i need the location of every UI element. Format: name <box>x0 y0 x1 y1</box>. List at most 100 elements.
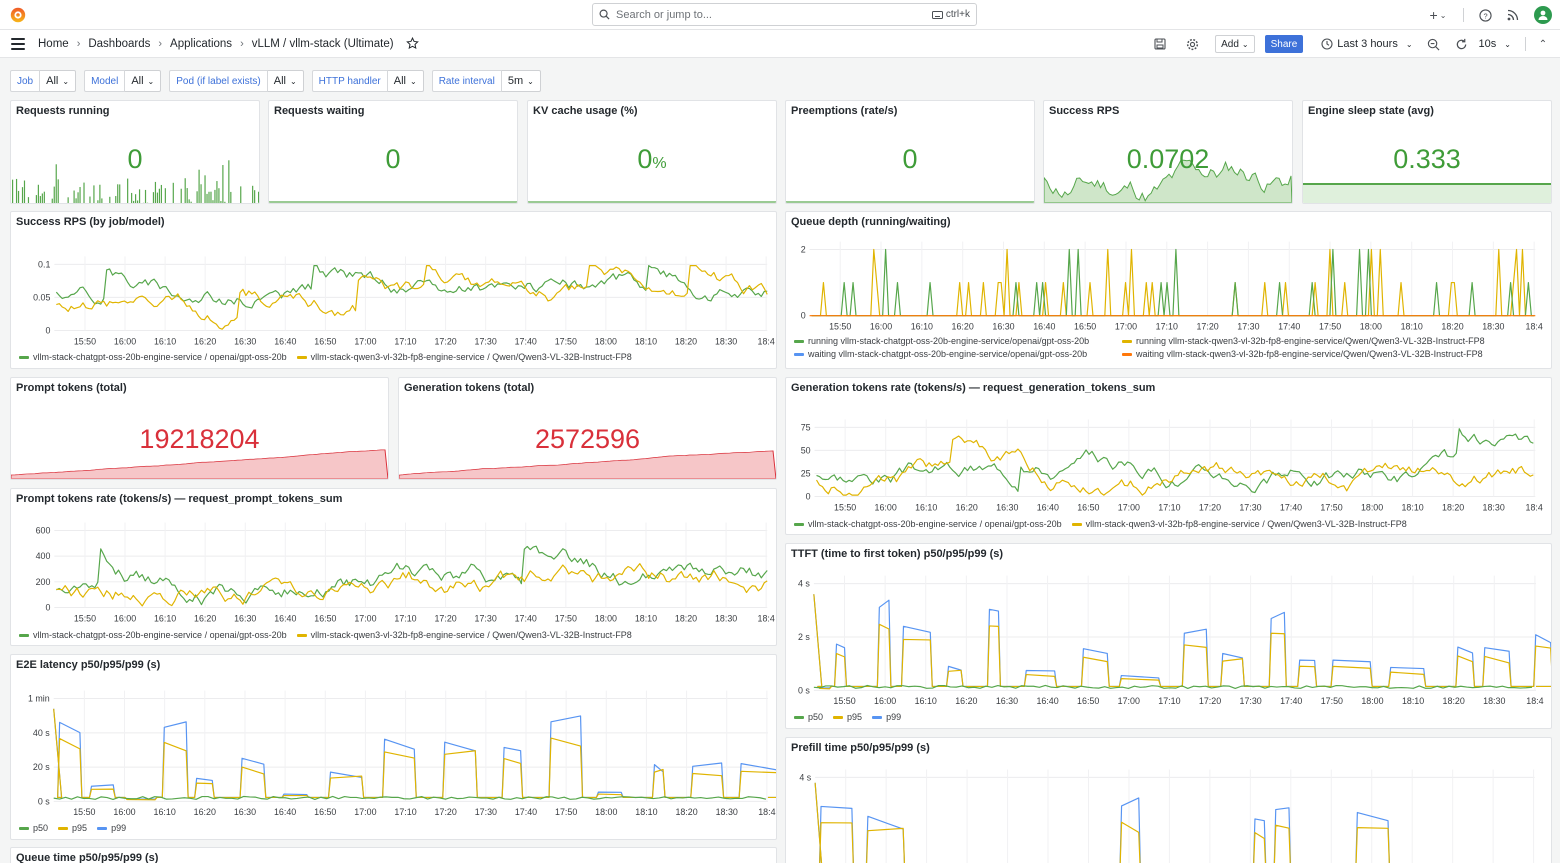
stat-panel-generation-tokens-total[interactable]: Generation tokens (total) 2572596 <box>398 377 777 480</box>
x-tick-label: 16:40 <box>274 336 296 346</box>
legend-item[interactable]: waiting vllm-stack-chatgpt-oss-20b-engin… <box>794 349 1112 359</box>
spark-bar <box>23 180 26 203</box>
spark-bar <box>73 190 75 203</box>
spark-bar <box>212 200 214 203</box>
series-yellow <box>56 563 768 607</box>
x-tick-label: 17:20 <box>435 807 457 817</box>
refresh-icon[interactable] <box>1455 37 1469 51</box>
panel-title: Preemptions (rate/s) <box>791 105 898 117</box>
timeseries-panel-queue-depth[interactable]: Queue depth (running/waiting) 2 0 15:50 16:… <box>785 211 1552 369</box>
search-icon <box>599 9 610 20</box>
x-tick-label: 17:30 <box>475 807 497 817</box>
x-tick-label: 16:20 <box>194 336 216 346</box>
add-button[interactable]: Add ⌄ <box>1215 35 1255 53</box>
grafana-logo-icon[interactable] <box>9 6 27 24</box>
collapse-up-icon[interactable]: ⌃ <box>1538 38 1548 50</box>
spark-bar <box>55 164 57 203</box>
x-tick-label: 18:20 <box>1443 696 1465 706</box>
x-tick-label: 16:30 <box>234 807 256 817</box>
breadcrumb-dashboards[interactable]: Dashboards <box>88 37 151 50</box>
share-button[interactable]: Share <box>1264 35 1304 53</box>
legend-item[interactable]: waiting vllm-stack-qwen3-vl-32b-fp8-engi… <box>1122 349 1483 359</box>
legend-item[interactable]: p50 <box>794 712 823 722</box>
spark-bar <box>11 179 14 203</box>
x-tick-label: 18:4 <box>758 613 775 623</box>
stat-panel-requests-running[interactable]: Requests running 0 <box>10 100 260 204</box>
rate-interval-select[interactable]: 5m ⌄ <box>501 70 541 92</box>
y-tick-label: 0 s <box>38 796 50 806</box>
stat-panel-engine-sleep-state[interactable]: Engine sleep state (avg) 0.333 <box>1302 100 1552 204</box>
legend-item[interactable]: running vllm-stack-qwen3-vl-32b-fp8-engi… <box>1122 336 1485 346</box>
stat-panel-preemptions[interactable]: Preemptions (rate/s) 0 <box>785 100 1035 204</box>
legend-item[interactable]: running vllm-stack-chatgpt-oss-20b-engin… <box>794 336 1112 346</box>
help-icon[interactable]: ? <box>1478 8 1492 22</box>
x-tick-label: 18:00 <box>595 613 617 623</box>
y-tick-label: 600 <box>36 525 51 535</box>
x-tick-label: 18:30 <box>715 613 737 623</box>
legend-item[interactable]: p99 <box>97 823 126 833</box>
variable-rate-interval: Rate interval 5m ⌄ <box>431 70 541 92</box>
series-p99 <box>53 708 776 800</box>
timeseries-panel-generation-tokens-rate[interactable]: Generation tokens rate (tokens/s) — requ… <box>785 377 1552 535</box>
variable-model: Model All ⌄ <box>84 70 162 92</box>
spark-bar <box>154 181 157 203</box>
timeseries-panel-success-rps[interactable]: Success RPS (by job/model) 0.1 0.05 0 15:50… <box>10 211 777 369</box>
y-tick-label: 4 s <box>799 772 811 782</box>
x-tick-label: 16:10 <box>154 613 176 623</box>
pod-select[interactable]: All ⌄ <box>267 70 304 92</box>
user-avatar[interactable] <box>1534 6 1552 24</box>
stat-panel-requests-waiting[interactable]: Requests waiting 0 <box>268 100 518 204</box>
stat-panel-kv-cache-usage[interactable]: KV cache usage (%) 0% <box>527 100 777 204</box>
time-range-picker[interactable]: Last 3 hours ⌄ <box>1321 38 1413 50</box>
x-tick-label: 17:20 <box>434 613 456 623</box>
stat-panel-success-rps[interactable]: Success RPS 0.0702 <box>1043 100 1293 204</box>
panel-title: Requests waiting <box>274 105 365 117</box>
breadcrumb-home[interactable]: Home <box>38 37 69 50</box>
refresh-interval-picker[interactable]: 10s ⌄ <box>1478 38 1511 50</box>
timeseries-panel-queue-time[interactable]: Queue time p50/p95/p99 (s) <box>10 847 777 863</box>
legend-item[interactable]: p95 <box>58 823 87 833</box>
http-handler-select[interactable]: All ⌄ <box>387 70 424 92</box>
legend-item[interactable]: p99 <box>872 712 901 722</box>
spark-bar <box>220 201 222 203</box>
search-input[interactable]: Search or jump to... ctrl+k <box>592 3 977 26</box>
x-tick-label: 18:00 <box>595 336 617 346</box>
rss-icon[interactable] <box>1506 8 1520 22</box>
dashboard-nav-bar: Home › Dashboards › Applications › vLLM … <box>0 30 1560 58</box>
x-tick-label: 16:00 <box>870 321 892 331</box>
star-icon[interactable] <box>405 37 419 50</box>
job-select[interactable]: All ⌄ <box>40 70 77 92</box>
breadcrumb-applications[interactable]: Applications <box>170 37 233 50</box>
legend-item[interactable]: vllm-stack-chatgpt-oss-20b-engine-servic… <box>19 630 287 640</box>
legend-item[interactable]: vllm-stack-qwen3-vl-32b-fp8-engine-servi… <box>296 352 632 362</box>
x-tick-label: 16:30 <box>996 502 1018 512</box>
x-tick-label: 17:30 <box>475 613 497 623</box>
zoom-out-icon[interactable] <box>1427 37 1441 51</box>
legend-item[interactable]: p95 <box>833 712 862 722</box>
timeseries-panel-e2e-latency[interactable]: E2E latency p50/p95/p99 (s) 1 min 40 s 20 … <box>10 654 777 840</box>
legend: vllm-stack-chatgpt-oss-20b-engine-servic… <box>794 519 1407 529</box>
legend-item[interactable]: vllm-stack-chatgpt-oss-20b-engine-servic… <box>794 519 1062 529</box>
plus-icon[interactable]: + ⌄ <box>1429 7 1447 23</box>
legend-item[interactable]: vllm-stack-chatgpt-oss-20b-engine-servic… <box>19 352 287 362</box>
baseline <box>786 201 1034 203</box>
legend-item[interactable]: vllm-stack-qwen3-vl-32b-fp8-engine-servi… <box>296 630 632 640</box>
model-select[interactable]: All ⌄ <box>125 70 162 92</box>
save-icon[interactable] <box>1153 37 1167 51</box>
legend: p50 p95 p99 <box>794 712 901 722</box>
x-tick-label: 17:40 <box>1278 321 1300 331</box>
spark-bar <box>79 187 81 203</box>
settings-gear-icon[interactable] <box>1185 37 1199 51</box>
spark-bar <box>89 196 91 203</box>
spark-bar <box>208 191 210 203</box>
legend-item[interactable]: p50 <box>19 823 48 833</box>
timeseries-panel-prefill-time[interactable]: Prefill time p50/p95/p99 (s) 4 s2 s <box>785 737 1552 863</box>
x-tick-label: 18:4 <box>758 336 775 346</box>
stat-panel-prompt-tokens-total[interactable]: Prompt tokens (total) 19218204 <box>10 377 389 480</box>
timeseries-panel-ttft[interactable]: TTFT (time to first token) p50/p95/p99 (… <box>785 543 1552 729</box>
menu-icon[interactable] <box>11 37 25 50</box>
timeseries-panel-prompt-tokens-rate[interactable]: Prompt tokens rate (tokens/s) — request_… <box>10 488 777 646</box>
legend-item[interactable]: vllm-stack-qwen3-vl-32b-fp8-engine-servi… <box>1071 519 1407 529</box>
x-tick-label: 16:50 <box>1074 321 1096 331</box>
legend: vllm-stack-chatgpt-oss-20b-engine-servic… <box>19 630 632 640</box>
